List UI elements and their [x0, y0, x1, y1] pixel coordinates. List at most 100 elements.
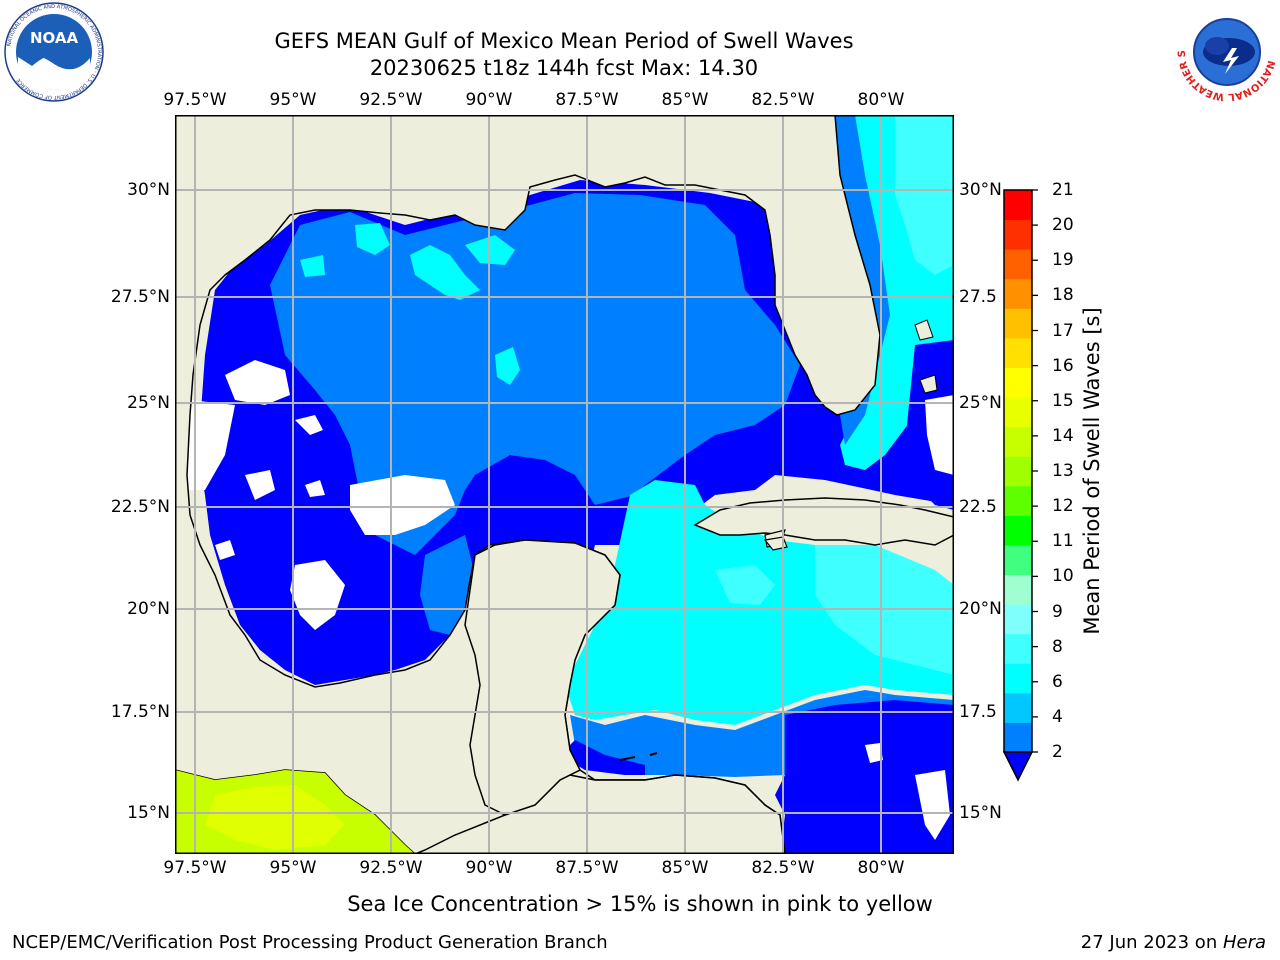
colorbar-segment: [1004, 722, 1032, 753]
nodata-hole-8: [305, 480, 325, 497]
colorbar-segment: [1004, 367, 1032, 398]
caribbean-deep-blue-field: [775, 700, 954, 854]
lon-label-bottom-82-5: 82.5°W: [751, 858, 815, 878]
colorbar-segment: [1004, 544, 1032, 576]
colorbar-segment: [1004, 604, 1032, 635]
atlantic-nodata-hole: [925, 395, 954, 475]
colorbar-segment: [1004, 426, 1032, 457]
lat-label-right-22-5: 22.5: [959, 497, 997, 517]
colorbar-tick-label: 4: [1052, 706, 1063, 727]
caribbean-deep-blue-west: [560, 740, 645, 775]
map-frame: [175, 115, 954, 854]
lat-label-left-25: 25°N: [127, 393, 170, 413]
lon-label-top-97-5: 97.5°W: [163, 90, 227, 110]
colorbar-tick-label: 8: [1052, 636, 1063, 657]
colorbar-tick-label: 18: [1052, 285, 1074, 306]
nodata-hole-9: [865, 743, 883, 763]
cyan-patch-north-1: [355, 223, 390, 255]
footer-host: Hera: [1222, 932, 1266, 953]
colorbar-tick-label: 17: [1052, 320, 1074, 341]
colorbar-segment: [1004, 278, 1032, 309]
gulf-of-mexico-map: [175, 115, 954, 854]
nodata-hole-6: [295, 415, 323, 435]
nodata-hole-5: [245, 470, 275, 500]
honduras-coast: [569, 774, 781, 816]
cuba-land: [693, 497, 954, 546]
nws-logo: NATIONAL WEATHER SERVICE: [1177, 2, 1276, 102]
colorbar-tick-label: 2: [1052, 742, 1063, 762]
lon-label-bottom-87-5: 87.5°W: [555, 858, 619, 878]
colorbar-segment: [1004, 663, 1032, 694]
nodata-hole-1: [225, 360, 290, 405]
gulf-blue-field: [270, 193, 800, 555]
lon-label-bottom-80: 80°W: [857, 858, 905, 878]
colorbar-label: Mean Period of Swell Waves [s]: [1080, 307, 1104, 635]
colorbar-segment: [1004, 633, 1032, 664]
lon-label-bottom-90: 90°W: [465, 858, 513, 878]
colorbar-tick-label: 15: [1052, 390, 1074, 411]
colorbar-tick-label: 11: [1052, 531, 1074, 552]
footer-left: NCEP/EMC/Verification Post Processing Pr…: [12, 932, 608, 953]
nodata-hole-4: [290, 560, 345, 630]
noaa-logo: NOAA NATIONAL OCEANIC AND ATMOSPHERIC AD…: [4, 2, 104, 102]
lon-label-bottom-97-5: 97.5°W: [163, 858, 227, 878]
colorbar-tick-label: 19: [1052, 250, 1074, 271]
lon-label-top-85: 85°W: [661, 90, 709, 110]
lon-label-bottom-95: 95°W: [269, 858, 317, 878]
colorbar-segment: [1004, 308, 1032, 339]
colorbar-tick-label: 13: [1052, 461, 1074, 481]
pacific-light-yellow-overlay: [205, 785, 345, 850]
footer-date: 27 Jun 2023 on: [1080, 932, 1223, 953]
cyan-patch-north-4: [300, 255, 325, 277]
colorbar-segment: [1004, 219, 1032, 250]
colorbar-segment: [1004, 456, 1032, 487]
nodata-hole-7: [215, 540, 235, 560]
colorbar-segment: [1004, 337, 1032, 368]
lat-label-left-27-5: 27.5°N: [110, 287, 170, 307]
isla-juventud-land: [763, 536, 788, 551]
lat-label-right-30: 30°N: [959, 180, 1002, 200]
lon-label-top-92-5: 92.5°W: [359, 90, 423, 110]
lon-label-top-87-5: 87.5°W: [555, 90, 619, 110]
colorbar-segment: [1004, 397, 1032, 428]
lat-label-right-27-5: 27.5: [959, 287, 997, 307]
lon-label-top-90: 90°W: [465, 90, 513, 110]
colorbar-segment: [1004, 515, 1032, 546]
colorbar-tick-label: 6: [1052, 671, 1063, 692]
colorbar-tick-label: 16: [1052, 355, 1074, 376]
lat-label-left-22-5: 22.5°N: [110, 497, 170, 517]
nodata-hole-3: [350, 475, 455, 535]
sea-ice-note: Sea Ice Concentration > 15% is shown in …: [347, 892, 933, 916]
nodata-hole-10: [915, 770, 950, 840]
lat-label-left-20: 20°N: [127, 599, 170, 619]
colorbar-tick-label: 14: [1052, 425, 1074, 446]
colorbar-label-wrap: Mean Period of Swell Waves [s]: [1062, 190, 1122, 752]
bay-islands: [619, 752, 658, 761]
lon-label-bottom-85: 85°W: [661, 858, 709, 878]
colorbar-segment: [1004, 574, 1032, 605]
colorbar-extend-triangle: [1002, 751, 1034, 782]
cyan-patch-central: [495, 347, 520, 385]
colorbar-segment: [1004, 485, 1032, 516]
title-line-1: GEFS MEAN Gulf of Mexico Mean Period of …: [274, 29, 854, 53]
colorbar-tick-label: 21: [1052, 180, 1074, 200]
colorbar-segment: [1004, 190, 1032, 221]
lat-label-left-30: 30°N: [127, 180, 170, 200]
lon-label-bottom-92-5: 92.5°W: [359, 858, 423, 878]
atlantic-light-cyan-field: [895, 115, 954, 275]
colorbar-tick-label: 10: [1052, 566, 1074, 587]
title-line-2: 20230625 t18z 144h fcst Max: 14.30: [369, 56, 759, 80]
lat-label-right-20: 20°N: [959, 599, 1002, 619]
lat-label-right-17-5: 17.5: [959, 702, 997, 722]
colorbar-segment: [1004, 692, 1032, 723]
noaa-logo-text: NOAA: [30, 29, 79, 47]
lon-label-top-82-5: 82.5°W: [751, 90, 815, 110]
nodata-hole-2: [185, 400, 235, 490]
lat-label-right-25: 25°N: [959, 393, 1002, 413]
colorbar-tick-label: 20: [1052, 215, 1074, 236]
colorbar-tick-label: 9: [1052, 601, 1063, 622]
lon-label-top-80: 80°W: [857, 90, 905, 110]
colorbar: [1002, 189, 1038, 782]
lat-label-right-15: 15°N: [959, 803, 1002, 823]
bahamas-islands: [914, 319, 938, 394]
